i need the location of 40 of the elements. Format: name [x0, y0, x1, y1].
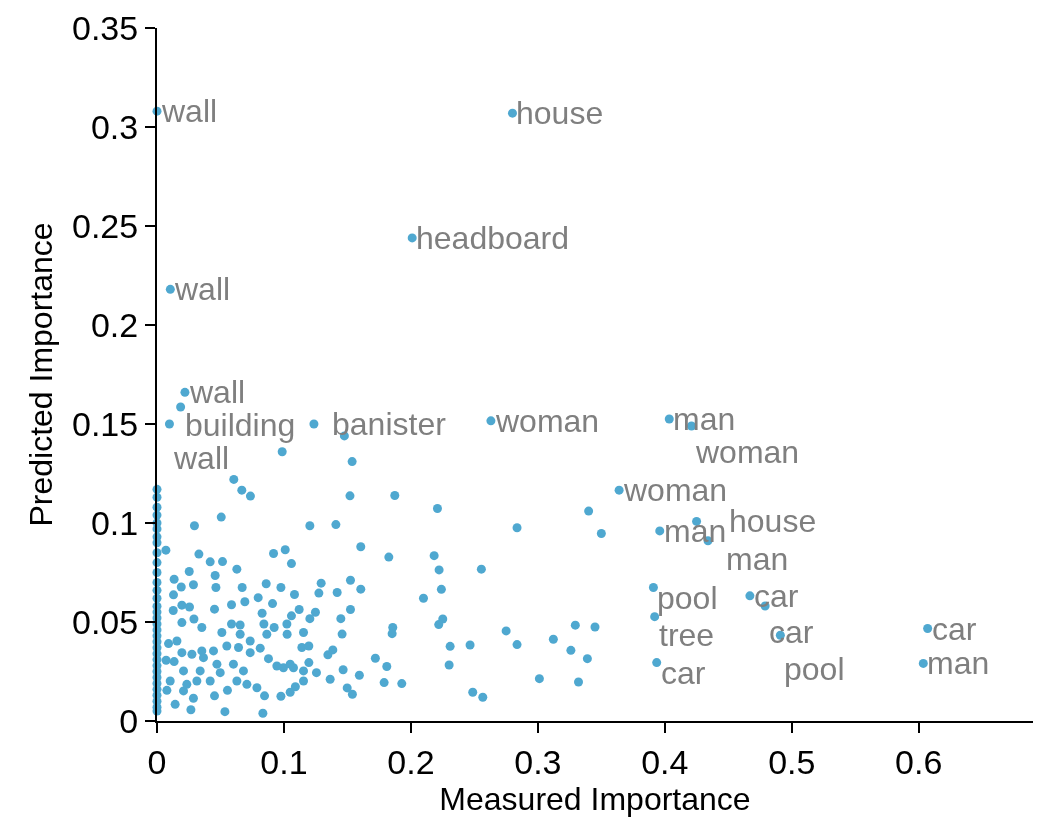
annotation: car — [754, 578, 799, 614]
annotation: wall — [174, 271, 231, 307]
annotation: wall — [161, 93, 218, 129]
y-tick-label: 0 — [119, 701, 139, 740]
annotation: woman — [623, 472, 728, 508]
annotation: tree — [659, 617, 715, 653]
annotation: house — [516, 95, 604, 131]
annotation: car — [769, 614, 814, 650]
y-tick-label: 0.3 — [90, 107, 139, 146]
y-tick-label: 0.1 — [90, 503, 139, 542]
annotation: building — [185, 407, 296, 443]
annotation: headboard — [416, 220, 570, 256]
x-tick-label: 0.3 — [514, 742, 562, 781]
annotation: banister — [332, 406, 447, 442]
x-tick-label: 0.1 — [260, 742, 308, 781]
annotation: man — [726, 541, 789, 577]
annotation: car — [932, 611, 977, 647]
y-tick-label: 0.2 — [90, 305, 139, 344]
annotation: man — [673, 401, 736, 437]
y-tick-label: 0.15 — [72, 404, 139, 443]
x-tick-label: 0.5 — [768, 742, 816, 781]
x-tick-label: 0.4 — [641, 742, 689, 781]
annotation: wall — [189, 374, 246, 410]
annotation: pool — [657, 580, 718, 616]
y-tick-label: 0.35 — [72, 8, 139, 47]
x-tick-label: 0.6 — [895, 742, 943, 781]
y-axis-title: Predicted Importance — [22, 222, 59, 527]
annotation: man — [927, 645, 990, 681]
x-axis-title: Measured Importance — [439, 780, 751, 817]
x-tick-label: 0.2 — [387, 742, 435, 781]
annotation: house — [729, 503, 817, 539]
annotation: car — [661, 655, 706, 691]
annotation: woman — [695, 434, 800, 470]
annotation: wall — [173, 440, 230, 476]
annotation: man — [664, 513, 727, 549]
annotation: pool — [784, 651, 845, 687]
annotation: woman — [495, 403, 600, 439]
y-tick-label: 0.05 — [72, 602, 139, 641]
y-tick-label: 0.25 — [72, 206, 139, 245]
x-tick-label: 0 — [147, 742, 167, 781]
